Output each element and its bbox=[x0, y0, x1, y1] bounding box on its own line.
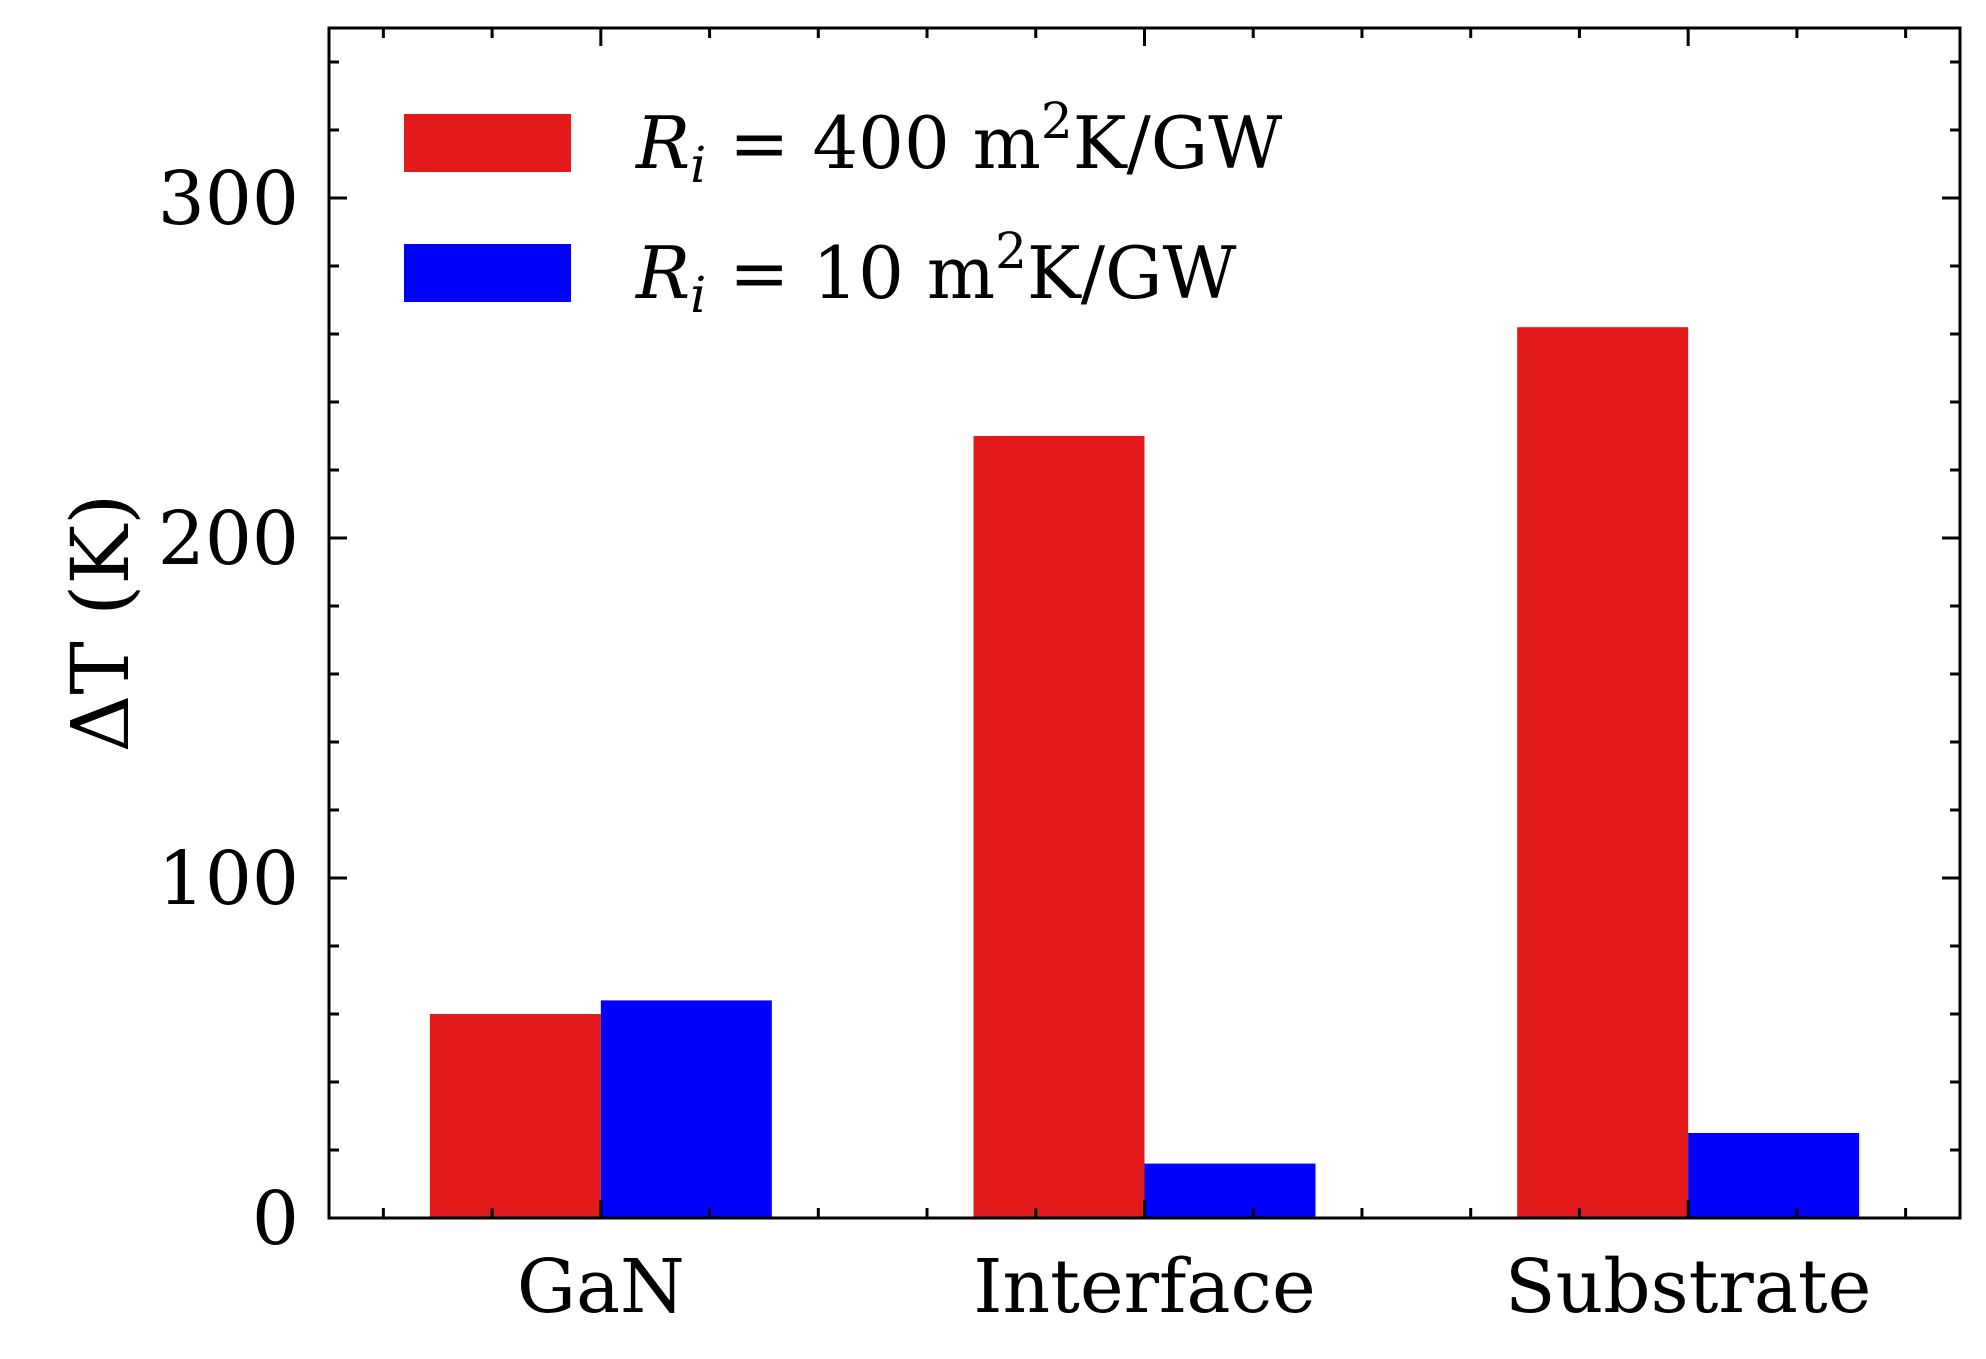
bar-substrate-series-1 bbox=[1517, 327, 1689, 1218]
legend-label-part: 2 bbox=[995, 222, 1027, 280]
legend-label-part: i bbox=[690, 266, 706, 324]
y-tick-label: 200 bbox=[158, 496, 299, 582]
tick-labels-group: 0 100 200 300 GaN Interface Substrate bbox=[158, 156, 1872, 1330]
bar-gan-series-1 bbox=[429, 1014, 601, 1218]
bar-substrate-series-2 bbox=[1688, 1133, 1860, 1218]
legend-label-1: Ri = 400 m2K/GW bbox=[634, 92, 1282, 194]
legend-label-part: R bbox=[634, 231, 690, 315]
y-tick-label: 300 bbox=[158, 156, 299, 242]
legend-label-part: 2 bbox=[1041, 92, 1073, 150]
legend-label-part: K/GW bbox=[1027, 231, 1237, 315]
y-tick-label: 0 bbox=[252, 1176, 299, 1262]
y-axis-label: ΔT (K) bbox=[54, 494, 147, 753]
bar-gan-series-2 bbox=[600, 1000, 772, 1218]
y-tick-label: 100 bbox=[158, 836, 299, 922]
legend-label-part: = 400 m bbox=[706, 101, 1041, 185]
legend-label-part: R bbox=[634, 101, 690, 185]
legend-label-2: Ri = 10 m2K/GW bbox=[634, 222, 1237, 324]
bar-interface-series-1 bbox=[973, 436, 1145, 1218]
legend-label-part: i bbox=[690, 136, 706, 194]
ticks-group bbox=[329, 28, 1960, 1220]
legend-label-part: = 10 m bbox=[706, 231, 995, 315]
legend-label-part: K/GW bbox=[1073, 101, 1283, 185]
legend-swatch-2 bbox=[404, 244, 571, 302]
x-tick-label-interface: Interface bbox=[973, 1244, 1316, 1330]
legend-swatch-1 bbox=[404, 114, 571, 172]
bars-group bbox=[429, 327, 1860, 1218]
bar-interface-series-2 bbox=[1144, 1163, 1316, 1218]
x-tick-label-substrate: Substrate bbox=[1505, 1244, 1871, 1330]
x-tick-label-gan: GaN bbox=[517, 1244, 685, 1330]
